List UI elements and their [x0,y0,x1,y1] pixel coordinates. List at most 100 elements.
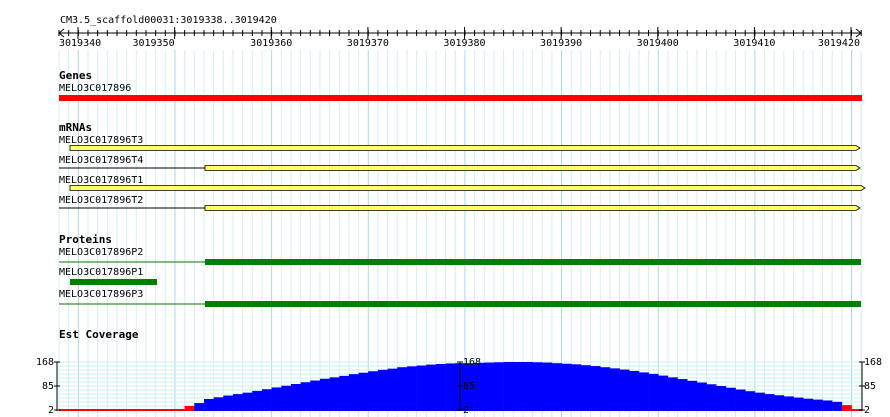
coverage-bar [406,366,417,411]
coverage-bar [803,398,814,411]
ruler-tick-label: 3019410 [733,38,775,49]
ruler-tick-label: 3019370 [347,38,389,49]
coverage-bar [126,409,137,411]
coverage-bar [696,382,707,411]
protein-feature [205,301,861,307]
coverage-bar [783,396,794,411]
coverage-bar [290,383,301,411]
coverage-bar [532,362,543,411]
mrna-feature [69,185,866,191]
feature-label: MELO3C017896T1 [59,175,143,186]
coverage-bar [493,362,504,411]
coverage-bar [600,367,611,411]
ruler-tick-label: 3019380 [443,38,485,49]
coverage-bar [590,366,601,411]
protein-feature [70,279,157,285]
coverage-bar [136,409,147,411]
coverage-bar [435,364,446,411]
gene-feature [59,95,862,101]
coverage-bar [812,399,823,411]
coverage-bar [377,369,388,411]
coverage-bar [194,403,205,411]
coverage-bar [522,362,533,411]
coverage-bar [571,364,582,411]
coverage-bar [609,368,620,411]
coverage-tick-label: 85 [864,381,876,392]
coverage-bar [261,389,272,411]
track-title: Est Coverage [59,328,139,341]
coverage-bar [97,409,108,411]
coverage-bar [213,397,224,411]
track-title: Genes [59,69,92,82]
coverage-bar [223,395,234,411]
coverage-bar [474,362,485,411]
coverage-bar [687,380,698,411]
coverage-tick-label: 85 [42,381,54,392]
coverage-bar [513,362,524,411]
protein-feature [205,259,861,265]
feature-label: MELO3C017896T2 [59,195,143,206]
coverage-bar [841,405,852,411]
coverage-bar [68,409,79,411]
coverage-bar [232,394,243,411]
feature-label: MELO3C017896P1 [59,267,143,278]
coverage-bar [107,409,118,411]
coverage-bar [397,367,408,411]
coverage-bar [725,387,736,411]
coverage-bar [503,362,514,411]
grid [58,50,862,417]
coverage-bar [242,392,253,411]
feature-label: MELO3C017896P3 [59,289,143,300]
coverage-bar [426,364,437,411]
feature-label: MELO3C017896T4 [59,155,143,166]
track-title: mRNAs [59,121,92,134]
coverage-bar [78,409,89,411]
ruler-tick-label: 3019390 [540,38,582,49]
ruler-tick-label: 3019350 [132,38,174,49]
coverage-bar [648,373,659,411]
coverage-bar [735,389,746,411]
ruler-tick-label: 3019340 [59,38,101,49]
mrna-feature [204,205,861,211]
coverage-bar [416,365,427,411]
coverage-bar [300,382,311,411]
coverage-tick-label: 168 [36,357,54,368]
coverage-bar [638,372,649,411]
ruler-tick-label: 3019360 [250,38,292,49]
coverage-bar [832,401,843,411]
coverage-bar [252,390,263,411]
coverage-bar [358,372,369,411]
coverage-bar [745,391,756,411]
coverage-bar [145,409,156,411]
coverage-bar [271,387,282,411]
coverage-bar [87,409,98,411]
coverage-bar [551,363,562,411]
coverage-bar [754,392,765,411]
coverage-bar [329,377,340,411]
coverage-bar [774,395,785,411]
track-title: Proteins [59,233,112,246]
coverage-tick-label: 2 [463,405,469,416]
coverage-bar [155,409,166,411]
feature-label: MELO3C017896 [59,83,131,94]
coverage-bar [281,385,292,411]
coverage-bar [706,384,717,411]
coverage-bar [764,394,775,411]
ruler-title: CM3.5_scaffold00031:3019338..3019420 [60,15,277,26]
coverage-bar [658,375,669,411]
coverage-bar [310,380,321,411]
feature-label: MELO3C017896P2 [59,247,143,258]
coverage-bar [339,375,350,411]
coverage-bar [184,405,195,411]
mrna-feature [69,145,861,151]
coverage-bar [851,409,862,411]
coverage-bar [484,362,495,411]
ruler-tick-label: 3019420 [818,38,860,49]
coverage-bar [203,399,214,411]
coverage-bar [793,397,804,411]
coverage-bar [580,365,591,411]
coverage-bar [464,363,475,411]
ruler-tick-label: 3019400 [637,38,679,49]
